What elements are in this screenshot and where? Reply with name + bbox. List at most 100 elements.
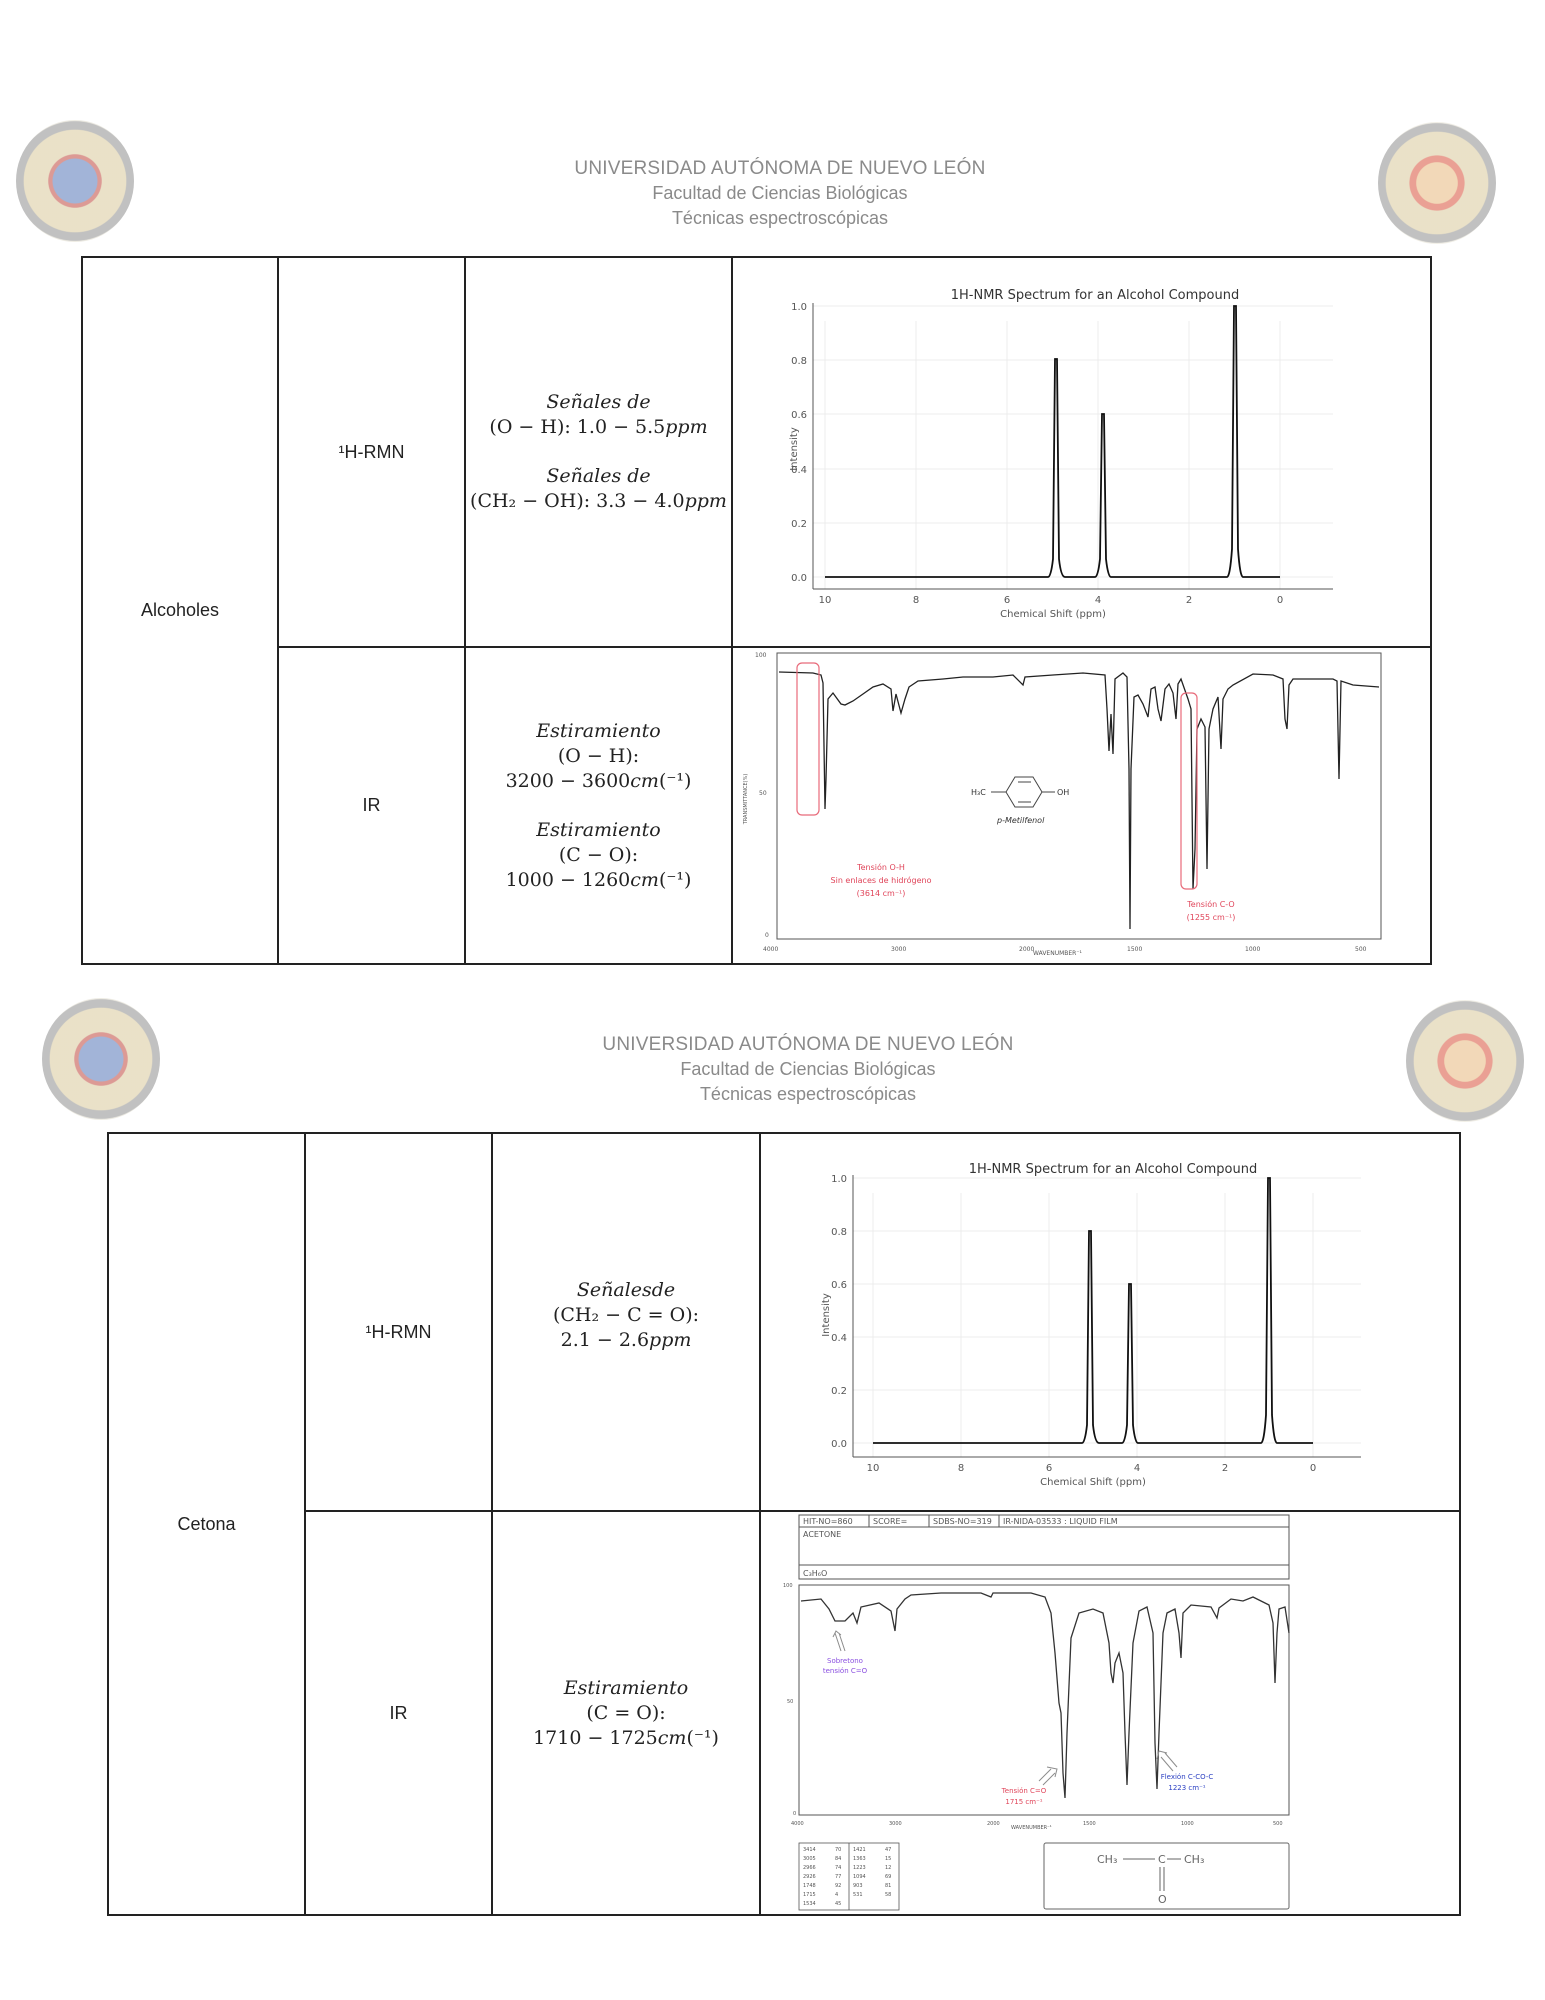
description-cell: Señalesde (CH₂ − C = O): 2.1 − 2.6ppm [491, 1132, 761, 1512]
svg-text:3000: 3000 [889, 1821, 902, 1827]
course-name: Técnicas espectroscópicas [699, 1084, 917, 1104]
svg-text:Flexión C-CO-C: Flexión C-CO-C [1161, 1773, 1214, 1781]
svg-text:12: 12 [885, 1865, 891, 1871]
svg-text:4: 4 [835, 1892, 838, 1898]
svg-text:H₃C: H₃C [971, 788, 986, 797]
svg-text:92: 92 [835, 1883, 841, 1889]
group-label: Cetona [177, 1513, 236, 1534]
svg-text:(1255 cm⁻¹): (1255 cm⁻¹) [1187, 913, 1236, 922]
svg-text:IR-NIDA-03533 : LIQUID FILM: IR-NIDA-03533 : LIQUID FILM [1003, 1517, 1118, 1526]
description-line: 3200 − 3600cm(⁻¹) [505, 769, 692, 792]
description-line: (C = O): [586, 1701, 666, 1724]
svg-text:Tensión O-H: Tensión O-H [856, 862, 905, 872]
svg-text:SDBS-NO=319: SDBS-NO=319 [933, 1517, 992, 1526]
svg-text:0.4: 0.4 [831, 1333, 847, 1344]
svg-text:TRANSMITTANCE(%): TRANSMITTANCE(%) [743, 774, 749, 826]
uanl-crest-logo [16, 120, 134, 242]
svg-text:0.4: 0.4 [791, 465, 807, 476]
svg-text:0.2: 0.2 [831, 1386, 847, 1397]
svg-text:58: 58 [885, 1892, 891, 1898]
group-label: Alcoholes [140, 600, 220, 620]
svg-text:4000: 4000 [791, 1821, 804, 1827]
x-axis-label: Chemical Shift (ppm) [1000, 609, 1106, 620]
svg-text:84: 84 [835, 1856, 841, 1862]
svg-text:C₃H₆O: C₃H₆O [803, 1569, 827, 1578]
description-heading: Estiramiento [563, 1676, 689, 1699]
svg-text:CH₃: CH₃ [1097, 1853, 1117, 1866]
svg-text:70: 70 [835, 1847, 841, 1853]
acetone-ir-spectrum: HIT-NO=860 SCORE= SDBS-NO=319 IR-NIDA-03… [783, 1514, 1290, 1911]
svg-text:3005: 3005 [803, 1856, 816, 1862]
svg-text:Sobretono: Sobretono [827, 1657, 863, 1665]
svg-text:1421: 1421 [853, 1847, 866, 1853]
description-cell: Señales de (O − H): 1.0 − 5.5ppm Señales… [464, 256, 733, 648]
nmr-spectrum-chart: 1H-NMR Spectrum for an Alcohol Compound … [821, 1162, 1361, 1488]
description-line: 1710 − 1725cm(⁻¹) [533, 1726, 719, 1749]
technique-cell: ¹H-RMN [304, 1132, 493, 1512]
svg-text:0.8: 0.8 [791, 356, 807, 367]
svg-text:0.6: 0.6 [791, 410, 807, 421]
faculty-name: Facultad de Ciencias Biológicas [680, 1059, 936, 1079]
svg-text:1500: 1500 [1127, 946, 1142, 953]
svg-text:ACETONE: ACETONE [803, 1530, 841, 1539]
group-cell: Cetona [107, 1132, 306, 1916]
nmr-description: Señales de (O − H): 1.0 − 5.5ppm Señales… [466, 390, 731, 514]
svg-text:Tensión C=O: Tensión C=O [1001, 1787, 1047, 1795]
ir-trace [778, 671, 1380, 930]
svg-text:45: 45 [835, 1901, 841, 1907]
svg-text:0: 0 [793, 1811, 796, 1817]
svg-text:2: 2 [1186, 595, 1192, 606]
description-heading: Señales de [546, 465, 651, 487]
sdbs-header-box [798, 1514, 1290, 1580]
svg-text:0.2: 0.2 [791, 519, 807, 530]
acetone-structure: CH₃ C CH₃ O [1043, 1842, 1290, 1910]
svg-text:74: 74 [835, 1865, 841, 1871]
description-heading: Estiramiento [536, 719, 661, 742]
ir-description: Estiramiento (O − H): 3200 − 3600cm(⁻¹) … [466, 719, 731, 893]
description-line: 2.1 − 2.6ppm [560, 1329, 692, 1351]
svg-text:2966: 2966 [803, 1865, 816, 1871]
svg-text:1223 cm⁻¹: 1223 cm⁻¹ [1168, 1784, 1205, 1792]
svg-text:10: 10 [819, 595, 832, 606]
svg-text:(3614 cm⁻¹): (3614 cm⁻¹) [857, 889, 906, 898]
svg-text:15: 15 [885, 1856, 891, 1862]
svg-text:OH: OH [1057, 788, 1069, 797]
chart-title: 1H-NMR Spectrum for an Alcohol Compound [969, 1162, 1258, 1177]
svg-text:CH₃: CH₃ [1184, 1853, 1204, 1866]
svg-text:500: 500 [1355, 946, 1367, 953]
ir-trace [800, 1592, 1290, 1799]
svg-text:8: 8 [958, 1463, 964, 1474]
svg-text:1748: 1748 [803, 1883, 816, 1889]
svg-text:1000: 1000 [1245, 946, 1260, 953]
description-line: (CH₂ − OH): 3.3 − 4.0ppm [470, 490, 727, 512]
svg-text:6: 6 [1004, 595, 1010, 606]
svg-text:1.0: 1.0 [831, 1174, 847, 1185]
technique-cell: IR [277, 646, 466, 965]
faculty-name: Facultad de Ciencias Biológicas [652, 183, 908, 203]
group-cell: Alcoholes [81, 256, 279, 965]
description-heading: Señales de [546, 391, 651, 413]
svg-text:1500: 1500 [1083, 1821, 1096, 1827]
y-axis-label: Intensity [821, 1293, 832, 1337]
svg-text:Sin enlaces de hidrógeno: Sin enlaces de hidrógeno [831, 875, 932, 885]
ir-chart-cell: HIT-NO=860 SCORE= SDBS-NO=319 IR-NIDA-03… [759, 1510, 1461, 1916]
svg-text:2000: 2000 [987, 1821, 1000, 1827]
x-axis-label: Chemical Shift (ppm) [1040, 1477, 1146, 1488]
description-line: (O − H): [557, 744, 640, 767]
svg-text:2926: 2926 [803, 1874, 816, 1880]
svg-text:531: 531 [853, 1892, 863, 1898]
svg-text:WAVENUMBER⁻¹: WAVENUMBER⁻¹ [1033, 950, 1083, 957]
svg-text:0: 0 [765, 932, 769, 939]
svg-text:1000: 1000 [1181, 1821, 1194, 1827]
description-heading: Estiramiento [536, 818, 661, 841]
svg-text:1715 cm⁻¹: 1715 cm⁻¹ [1005, 1798, 1042, 1806]
ir-chart-cell: 100 50 0 4000 3000 2000 1500 1000 500 WAVENUMBE… [731, 646, 1432, 965]
svg-text:Tensión C-O: Tensión C-O [1186, 899, 1234, 909]
page-header-1: UNIVERSIDAD AUTÓNOMA DE NUEVO LEÓN Facul… [0, 118, 1545, 258]
svg-text:p-Metilfenol: p-Metilfenol [996, 816, 1045, 825]
nmr-trace [825, 305, 1280, 578]
university-name: UNIVERSIDAD AUTÓNOMA DE NUEVO LEÓN [602, 1034, 1014, 1055]
technique-cell: ¹H-RMN [277, 256, 466, 648]
description-line: (O − H): 1.0 − 5.5ppm [489, 416, 708, 438]
